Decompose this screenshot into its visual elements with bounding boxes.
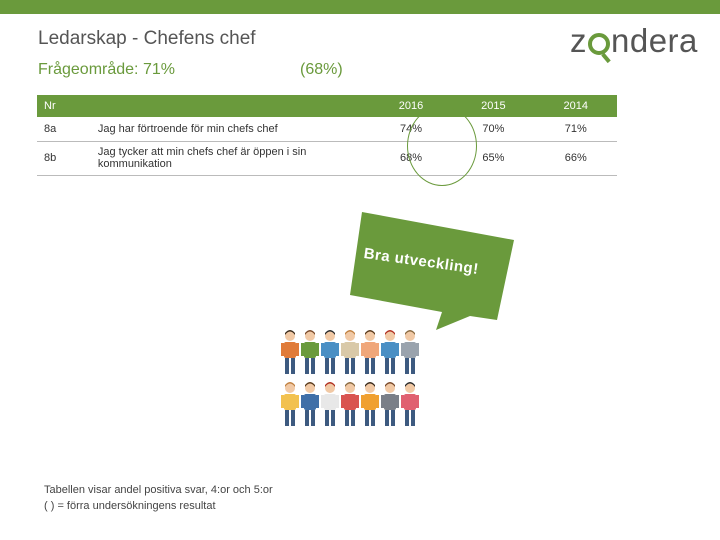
- results-table: Nr 2016 2015 2014 8a Jag har förtroende …: [37, 95, 617, 176]
- group-of-people-icon: [281, 330, 419, 426]
- person-figure: [301, 330, 319, 374]
- person-figure: [341, 330, 359, 374]
- header-2016: 2016: [398, 100, 424, 112]
- person-figure: [401, 382, 419, 426]
- person-figure: [301, 382, 319, 426]
- header-nr: Nr: [44, 100, 56, 112]
- person-figure: [361, 382, 379, 426]
- row-2014: 71%: [534, 117, 617, 142]
- top-accent-bar: [0, 0, 720, 14]
- row-nr: 8a: [37, 117, 91, 142]
- page-title: Ledarskap - Chefens chef: [38, 28, 256, 49]
- row-question: Jag tycker att min chefs chef är öppen i…: [90, 141, 370, 176]
- highlight-circle: [407, 106, 477, 186]
- magnifier-icon: [588, 33, 610, 55]
- person-figure: [281, 330, 299, 374]
- table-header-row: Nr 2016 2015 2014: [37, 95, 617, 117]
- person-figure: [321, 382, 339, 426]
- person-figure: [381, 382, 399, 426]
- person-figure: [321, 330, 339, 374]
- row-2014: 66%: [534, 141, 617, 176]
- header-2015: 2015: [481, 100, 506, 112]
- area-score: Frågeområde: 71%: [38, 61, 175, 78]
- row-nr: 8b: [37, 141, 91, 176]
- person-figure: [381, 330, 399, 374]
- table-row: 8a Jag har förtroende för min chefs chef…: [37, 117, 617, 142]
- row-question: Jag har förtroende för min chefs chef: [90, 117, 370, 142]
- person-figure: [401, 330, 419, 374]
- person-figure: [341, 382, 359, 426]
- zondera-logo: z ndera: [570, 22, 698, 59]
- table-row: 8b Jag tycker att min chefs chef är öppe…: [37, 141, 617, 176]
- previous-score: (68%): [300, 61, 343, 78]
- person-figure: [281, 382, 299, 426]
- person-figure: [361, 330, 379, 374]
- footnote-1: Tabellen visar andel positiva svar, 4:or…: [44, 484, 273, 496]
- footnote-2: ( ) = förra undersökningens resultat: [44, 500, 216, 512]
- header-2014: 2014: [563, 100, 589, 112]
